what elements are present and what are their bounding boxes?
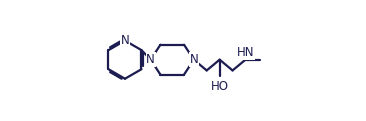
- Text: N: N: [189, 53, 198, 66]
- Text: HO: HO: [210, 80, 229, 93]
- Text: N: N: [121, 34, 129, 47]
- Text: HN: HN: [237, 46, 254, 59]
- Text: N: N: [146, 53, 155, 66]
